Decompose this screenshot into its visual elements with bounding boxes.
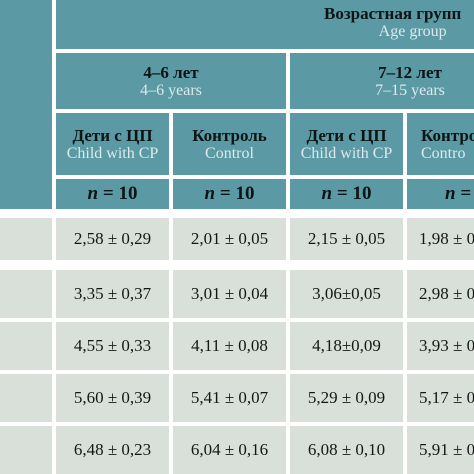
table-cell: 4,18±0,09 (290, 322, 403, 370)
column-header-2: Контроль Control (173, 113, 286, 175)
cell-value: 1,98 ± 0 (419, 229, 474, 248)
group-2-ru: 7–12 лет (378, 62, 442, 82)
cell-value: 3,01 ± 0,04 (190, 284, 269, 303)
table-cell: 6,04 ± 0,16 (173, 426, 286, 474)
group-2-en: 7–15 years (375, 81, 445, 99)
column-2-ru: Контроль (192, 125, 267, 145)
n-symbol: n (87, 183, 99, 204)
cell-value: 5,60 ± 0,39 (73, 388, 152, 407)
age-group-ru: Возрастная групп (324, 4, 462, 23)
column-4-en: Contro (421, 144, 466, 162)
table-cell: 5,17 ± 0 (407, 374, 474, 422)
cell-value: 2,98 ± 0 (419, 284, 474, 303)
cell-value: 6,48 ± 0,23 (73, 440, 152, 459)
cell-value: 5,29 ± 0,09 (307, 388, 386, 407)
cell-value: 5,17 ± 0 (419, 388, 474, 407)
cell-value: 3,06±0,05 (312, 284, 381, 303)
table-cell: 2,98 ± 0 (407, 270, 474, 318)
column-header-4: Контроль Contro (407, 113, 474, 175)
column-1-en: Child with CP (66, 144, 159, 162)
table-cell: 6,48 ± 0,23 (56, 426, 169, 474)
table-cell: 2,58 ± 0,29 (56, 218, 169, 260)
n-symbol: n (321, 183, 333, 204)
table-cell: 6,08 ± 0,10 (290, 426, 403, 474)
column-1-ru: Дети с ЦП (72, 125, 153, 145)
n-cell-2: n = 10 (173, 179, 286, 209)
row-label-cell (0, 426, 52, 474)
row-label-cell (0, 270, 52, 318)
n-symbol: n (445, 183, 456, 204)
n-value: = 10 (336, 183, 372, 204)
row-label-cell (0, 218, 52, 260)
n-value: = 10 (460, 183, 474, 204)
table-cell: 3,35 ± 0,37 (56, 270, 169, 318)
column-4-ru: Контроль (421, 125, 474, 145)
n-cell-1: n = 10 (56, 179, 169, 209)
group-header-1: 4–6 лет 4–6 years (56, 53, 286, 109)
n-symbol: n (204, 183, 216, 204)
cell-value: 2,01 ± 0,05 (190, 229, 269, 248)
table-cell: 3,93 ± 0 (407, 322, 474, 370)
table-cell: 5,60 ± 0,39 (56, 374, 169, 422)
table-cell: 4,55 ± 0,33 (56, 322, 169, 370)
cell-value: 5,91 ± 0 (419, 440, 474, 459)
column-header-1: Дети с ЦП Child with CP (56, 113, 169, 175)
cell-value: 3,93 ± 0 (419, 336, 474, 355)
table-cell: 1,98 ± 0 (407, 218, 474, 260)
age-group-header: Возрастная групп Age group (56, 0, 474, 49)
cell-value: 3,35 ± 0,37 (73, 284, 152, 303)
table-cell: 4,11 ± 0,08 (173, 322, 286, 370)
n-value: = 10 (219, 183, 255, 204)
age-group-en: Age group (378, 23, 447, 40)
group-1-ru: 4–6 лет (143, 62, 199, 82)
table-cell: 3,06±0,05 (290, 270, 403, 318)
table-cell: 5,29 ± 0,09 (290, 374, 403, 422)
group-1-en: 4–6 years (140, 81, 202, 99)
cell-value: 4,11 ± 0,08 (191, 336, 268, 355)
cell-value: 4,18±0,09 (312, 336, 381, 355)
row-label-cell (0, 322, 52, 370)
column-2-en: Control (205, 144, 254, 162)
cell-value: 2,58 ± 0,29 (73, 229, 152, 248)
table-cell: 5,41 ± 0,07 (173, 374, 286, 422)
table-cell: 5,91 ± 0 (407, 426, 474, 474)
cell-value: 4,55 ± 0,33 (73, 336, 152, 355)
column-3-ru: Дети с ЦП (306, 125, 387, 145)
row-label-cell (0, 374, 52, 422)
group-header-2: 7–12 лет 7–15 years (290, 53, 474, 109)
cell-value: 5,41 ± 0,07 (190, 388, 269, 407)
n-cell-3: n = 10 (290, 179, 403, 209)
cell-value: 6,08 ± 0,10 (307, 440, 386, 459)
n-cell-4: n = 10 (407, 179, 474, 209)
header-corner (0, 0, 52, 209)
column-3-en: Child with CP (300, 144, 393, 162)
column-header-3: Дети с ЦП Child with CP (290, 113, 403, 175)
table-cell: 2,15 ± 0,05 (290, 218, 403, 260)
cell-value: 6,04 ± 0,16 (190, 440, 269, 459)
table-cell: 2,01 ± 0,05 (173, 218, 286, 260)
n-value: = 10 (102, 183, 138, 204)
table-cell: 3,01 ± 0,04 (173, 270, 286, 318)
cell-value: 2,15 ± 0,05 (307, 229, 386, 248)
